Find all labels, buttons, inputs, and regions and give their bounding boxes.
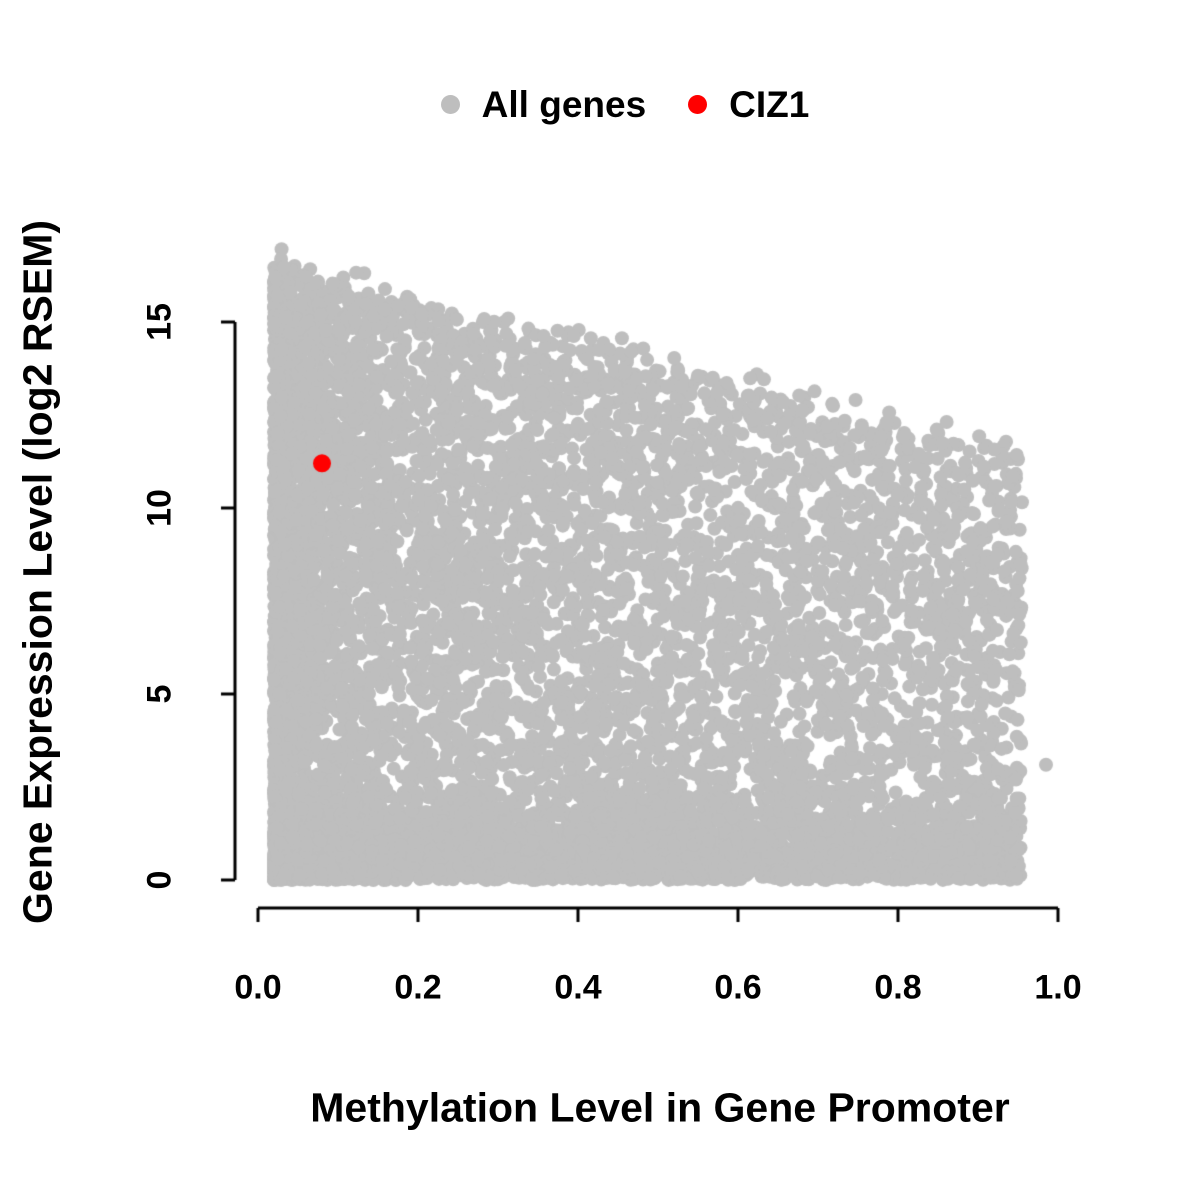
- legend-item-ciz1: CIZ1: [688, 86, 809, 123]
- y-axis-title: Gene Expression Level (log2 RSEM): [14, 219, 61, 925]
- y-tick-label-5: 5: [140, 684, 179, 704]
- ciz1-marker-icon: [688, 95, 708, 114]
- y-tick-label-0: 0: [140, 870, 179, 890]
- all-genes-legend-label: All genes: [481, 84, 647, 125]
- x-tick-label-0.8: 0.8: [874, 968, 922, 1007]
- y-tick-label-15: 15: [140, 303, 179, 341]
- y-tick-label-10: 10: [140, 489, 179, 527]
- all-genes-marker-icon: [440, 95, 460, 114]
- ciz1-legend-label: CIZ1: [729, 84, 810, 125]
- legend-item-all-genes: All genes: [440, 84, 647, 125]
- x-tick-label-0.0: 0.0: [234, 968, 282, 1007]
- x-tick-label-0.4: 0.4: [554, 968, 602, 1007]
- x-axis-title: Methylation Level in Gene Promoter: [310, 1084, 1010, 1131]
- x-tick-label-0.6: 0.6: [714, 968, 762, 1007]
- x-tick-label-0.2: 0.2: [394, 968, 442, 1007]
- legend: All genes CIZ1: [25, 86, 1200, 123]
- x-tick-label-1.0: 1.0: [1034, 968, 1082, 1007]
